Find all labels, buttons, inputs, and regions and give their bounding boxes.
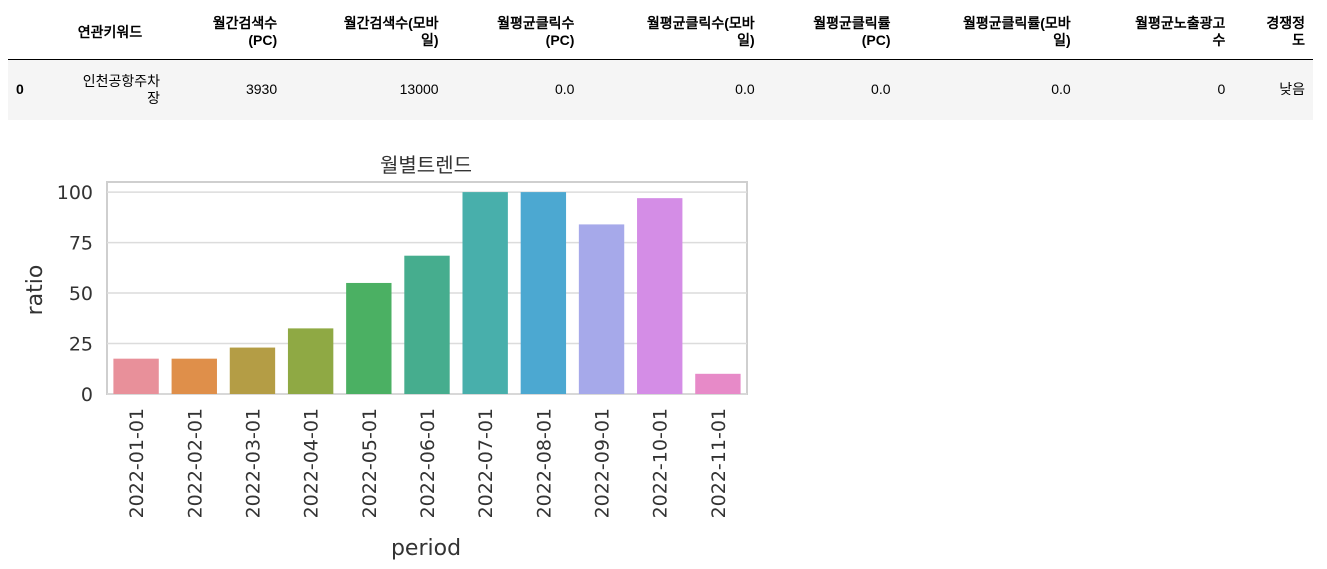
bar (637, 198, 683, 394)
bar (578, 224, 625, 394)
header-row: 연관키워드 월간검색수 (PC) 월간검색수(모바 일) 월평균클릭수 (PC) 월평… (8, 6, 1313, 59)
column-header: 월평균클릭수(모바 일) (646, 15, 755, 49)
index-header (8, 6, 52, 59)
table-cell: 인천공항주차 장 (82, 72, 160, 106)
y-tick-label: 75 (69, 233, 93, 255)
x-tick-label: 2022-09-01 (592, 408, 614, 518)
row-index: 0 (16, 81, 24, 98)
table-cell: 13000 (399, 81, 439, 98)
bar (229, 347, 276, 394)
table-cell: 0.0 (871, 81, 891, 98)
column-header: 연관키워드 (77, 23, 143, 40)
x-tick-label: 2022-11-01 (708, 408, 730, 518)
bar (287, 328, 334, 394)
y-axis: 0 25 50 75 100 (57, 182, 93, 406)
dataframe-table: 연관키워드 월간검색수 (PC) 월간검색수(모바 일) 월평균클릭수 (PC) 월평… (8, 6, 1313, 120)
x-tick-label: 2022-07-01 (475, 408, 497, 518)
column-header: 월평균노출광고 수 (1135, 15, 1226, 49)
bar (113, 358, 159, 394)
column-header: 월평균클릭률 (PC) (813, 15, 891, 49)
column-header: 월평균클릭률(모바 일) (962, 15, 1071, 49)
y-axis-label: ratio (23, 265, 48, 316)
table-cell: 0.0 (735, 81, 755, 98)
bar (520, 192, 567, 394)
x-tick-label: 2022-03-01 (242, 408, 264, 518)
y-tick-label: 0 (81, 384, 93, 406)
bar (171, 358, 217, 394)
table-cell: 낮음 (1279, 81, 1305, 98)
x-tick-label: 2022-01-01 (126, 408, 148, 518)
x-tick-label: 2022-06-01 (417, 408, 439, 518)
x-tick-label: 2022-05-01 (359, 408, 381, 518)
x-tick-label: 2022-08-01 (533, 408, 555, 518)
y-tick-label: 25 (69, 334, 93, 356)
chart-title: 월별트렌드 (380, 153, 472, 177)
bars (113, 192, 741, 394)
bar (695, 373, 741, 394)
table-cell: 0.0 (1051, 81, 1071, 98)
column-header: 월평균클릭수 (PC) (497, 15, 575, 49)
x-tick-label: 2022-02-01 (184, 408, 206, 518)
bar (346, 282, 392, 394)
y-tick-label: 50 (69, 283, 93, 305)
bar (404, 255, 450, 394)
x-tick-label: 2022-04-01 (301, 408, 323, 518)
table-cell: 0.0 (554, 81, 575, 98)
bar (462, 192, 508, 394)
column-header: 경쟁정 도 (1266, 15, 1305, 49)
x-tick-label: 2022-10-01 (650, 408, 672, 518)
column-header: 월간검색수(모바 일) (343, 15, 439, 49)
x-axis: 2022-01-01 2022-02-01 2022-03-01 2022-04-01… (126, 408, 730, 518)
x-axis-label: period (391, 536, 461, 561)
table-cell: 3930 (245, 81, 278, 98)
column-header: 월간검색수 (PC) (212, 15, 278, 49)
table-row: 0 인천공항주차 장 3930 13000 0.0 0.0 0.0 0.0 0 낮… (8, 59, 1313, 120)
table-cell: 0 (1217, 81, 1226, 98)
y-tick-label: 100 (57, 182, 93, 204)
